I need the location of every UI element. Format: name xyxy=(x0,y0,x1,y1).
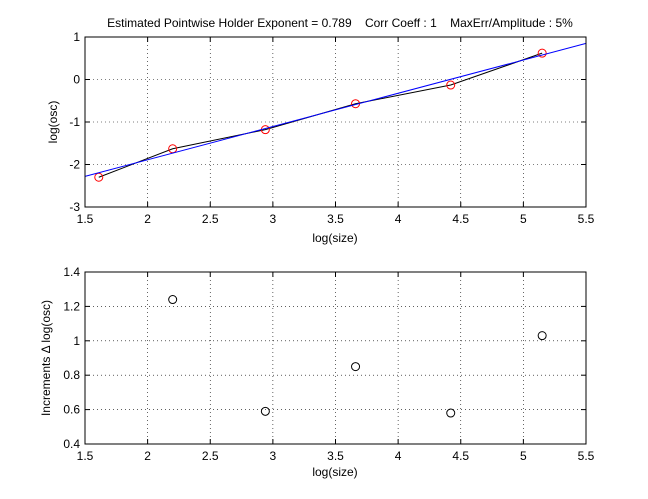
top-plot-xtick-label: 1.5 xyxy=(77,212,94,226)
top-plot-grid xyxy=(85,37,586,207)
top-plot-ytick-label: -3 xyxy=(69,200,80,214)
top-plot-xtick-label: 5 xyxy=(520,212,527,226)
bottom-plot-xlabel: log(size) xyxy=(312,465,357,479)
top-plot-ytick-label: 0 xyxy=(73,73,80,87)
bottom-plot-series xyxy=(168,295,547,418)
bottom-plot-grid xyxy=(85,272,586,444)
top-plot-ytick-label: -1 xyxy=(69,115,80,129)
top-plot-xtick-label: 4 xyxy=(395,212,402,226)
top-plot-ytick-label: -2 xyxy=(69,158,80,172)
top-plot: 1.5 2 2.5 3 3.5 4 4.5 5 5.5 -3 -2 -1 0 1 xyxy=(69,30,594,226)
bottom-plot-xtick-label: 3 xyxy=(270,449,277,463)
bottom-plot-increments-point xyxy=(537,331,547,341)
bottom-plot-ytick-label: 0.6 xyxy=(63,403,80,417)
bottom-plot-increments-point xyxy=(168,295,178,305)
bottom-plot-xtick-label: 4 xyxy=(395,449,402,463)
bottom-plot-ytick-label: 1.2 xyxy=(63,299,80,313)
bottom-plot-ylabel: Increments Δ log(osc) xyxy=(39,300,53,416)
bottom-plot-increments-point xyxy=(260,406,270,416)
bottom-plot-increments-point xyxy=(446,408,456,418)
top-plot-xlabel: log(size) xyxy=(312,231,357,245)
bottom-plot-ytick-label: 1 xyxy=(73,334,80,348)
bottom-plot-increments-point xyxy=(351,362,361,372)
bottom-plot-ytick-label: 0.4 xyxy=(63,437,80,451)
top-plot-title: Estimated Pointwise Holder Exponent = 0.… xyxy=(107,16,573,30)
bottom-plot-xtick-label: 2.5 xyxy=(202,449,219,463)
top-plot-series xyxy=(84,42,587,182)
bottom-plot-xtick-label: 5 xyxy=(520,449,527,463)
top-plot-xtick-label: 4.5 xyxy=(452,212,469,226)
bottom-plot-ytick-label: 0.8 xyxy=(63,368,80,382)
bottom-plot: 1.5 2 2.5 3 3.5 4 4.5 5 5.5 0.4 0.6 0.8 1 1.2 1.4 xyxy=(63,265,594,463)
bottom-plot-xtick-label: 4.5 xyxy=(452,449,469,463)
top-plot-fit-line xyxy=(84,42,587,177)
top-plot-xtick-label: 3 xyxy=(270,212,277,226)
top-plot-xtick-label: 2 xyxy=(144,212,151,226)
top-plot-ticks: 1.5 2 2.5 3 3.5 4 4.5 5 5.5 -3 -2 -1 0 1 xyxy=(69,30,594,226)
bottom-plot-xtick-label: 2 xyxy=(144,449,151,463)
top-plot-data-point xyxy=(537,48,547,58)
top-plot-xtick-label: 2.5 xyxy=(202,212,219,226)
top-plot-xtick-label: 3.5 xyxy=(327,212,344,226)
bottom-plot-xtick-label: 3.5 xyxy=(327,449,344,463)
top-plot-xtick-label: 5.5 xyxy=(578,212,595,226)
bottom-plot-xtick-label: 1.5 xyxy=(77,449,94,463)
top-plot-data-point xyxy=(446,80,456,90)
top-plot-ylabel: log(osc) xyxy=(46,101,60,144)
bottom-plot-xtick-label: 5.5 xyxy=(578,449,595,463)
top-plot-ytick-label: 1 xyxy=(73,30,80,44)
bottom-plot-ticks: 1.5 2 2.5 3 3.5 4 4.5 5 5.5 0.4 0.6 0.8 1 1.2 1.4 xyxy=(63,265,594,463)
bottom-plot-ytick-label: 1.4 xyxy=(63,265,80,279)
